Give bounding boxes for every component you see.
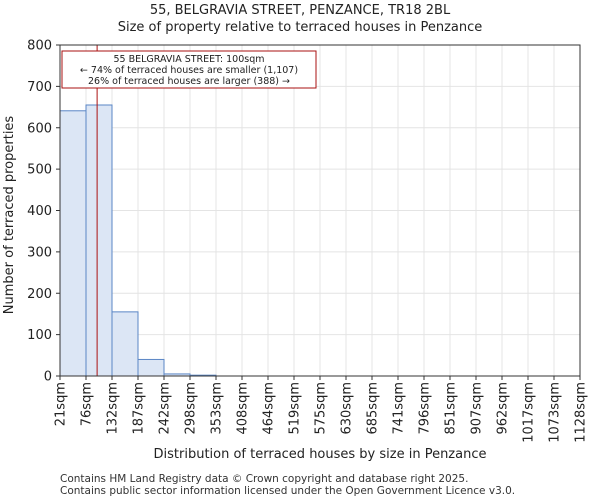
x-tick-label: 1128sqm: [574, 382, 589, 443]
y-tick-label: 600: [27, 121, 52, 136]
annotation-text: 26% of terraced houses are larger (388) …: [88, 76, 290, 87]
x-tick-label: 298sqm: [184, 382, 199, 435]
chart-subtitle: Size of property relative to terraced ho…: [117, 20, 483, 35]
x-tick-label: 408sqm: [236, 382, 251, 435]
chart-title: 55, BELGRAVIA STREET, PENZANCE, TR18 2BL: [149, 3, 451, 18]
y-tick-label: 100: [27, 328, 52, 343]
x-tick-label: 187sqm: [132, 382, 147, 435]
y-tick-label: 0: [44, 370, 52, 385]
bars: [59, 104, 217, 377]
y-axis-label: Number of terraced properties: [2, 116, 17, 315]
histogram-bar: [59, 110, 87, 377]
histogram-bar: [85, 104, 113, 377]
y-tick-labels: 0 100 200 300 400 500 600 700 800: [27, 39, 60, 385]
histogram-bar: [111, 311, 139, 377]
footer-licence: Contains public sector information licen…: [60, 485, 516, 497]
x-tick-label: 76sqm: [80, 382, 95, 426]
x-tick-label: 132sqm: [106, 382, 121, 435]
y-tick-label: 500: [27, 163, 52, 178]
bar-chart: 55 BELGRAVIA STREET: 100sqm← 74% of terr…: [2, 39, 589, 463]
x-tick-label: 1017sqm: [522, 382, 537, 443]
annotation-text: 55 BELGRAVIA STREET: 100sqm: [114, 54, 265, 65]
y-tick-label: 300: [27, 245, 52, 260]
y-tick-label: 200: [27, 287, 52, 302]
x-tick-label: 796sqm: [418, 382, 433, 435]
footer-copyright: Contains HM Land Registry data © Crown c…: [60, 473, 469, 485]
x-tick-label: 907sqm: [470, 382, 485, 435]
x-tick-label: 21sqm: [54, 382, 69, 426]
annotation-text: ← 74% of terraced houses are smaller (1,…: [80, 65, 298, 76]
x-tick-label: 353sqm: [210, 382, 225, 435]
x-tick-label: 464sqm: [262, 382, 277, 435]
x-tick-label: 685sqm: [366, 382, 381, 435]
y-tick-label: 800: [27, 39, 52, 54]
x-tick-label: 851sqm: [444, 382, 459, 435]
x-tick-label: 630sqm: [340, 382, 355, 435]
x-tick-label: 519sqm: [288, 382, 303, 435]
property-marker: 55 BELGRAVIA STREET: 100sqm← 74% of terr…: [61, 45, 317, 376]
x-tick-labels: 21sqm 76sqm 132sqm 187sqm 242sqm 298sqm 353sqm…: [54, 376, 589, 443]
x-tick-label: 575sqm: [314, 382, 329, 435]
x-axis-label: Distribution of terraced houses by size …: [154, 447, 487, 462]
x-tick-label: 962sqm: [496, 382, 511, 435]
y-tick-label: 700: [27, 80, 52, 95]
annotation-box: [61, 50, 317, 89]
x-tick-label: 741sqm: [392, 382, 407, 435]
x-tick-label: 1073sqm: [548, 382, 563, 443]
y-tick-label: 400: [27, 204, 52, 219]
x-tick-label: 242sqm: [158, 382, 173, 435]
histogram-bar: [137, 358, 165, 377]
